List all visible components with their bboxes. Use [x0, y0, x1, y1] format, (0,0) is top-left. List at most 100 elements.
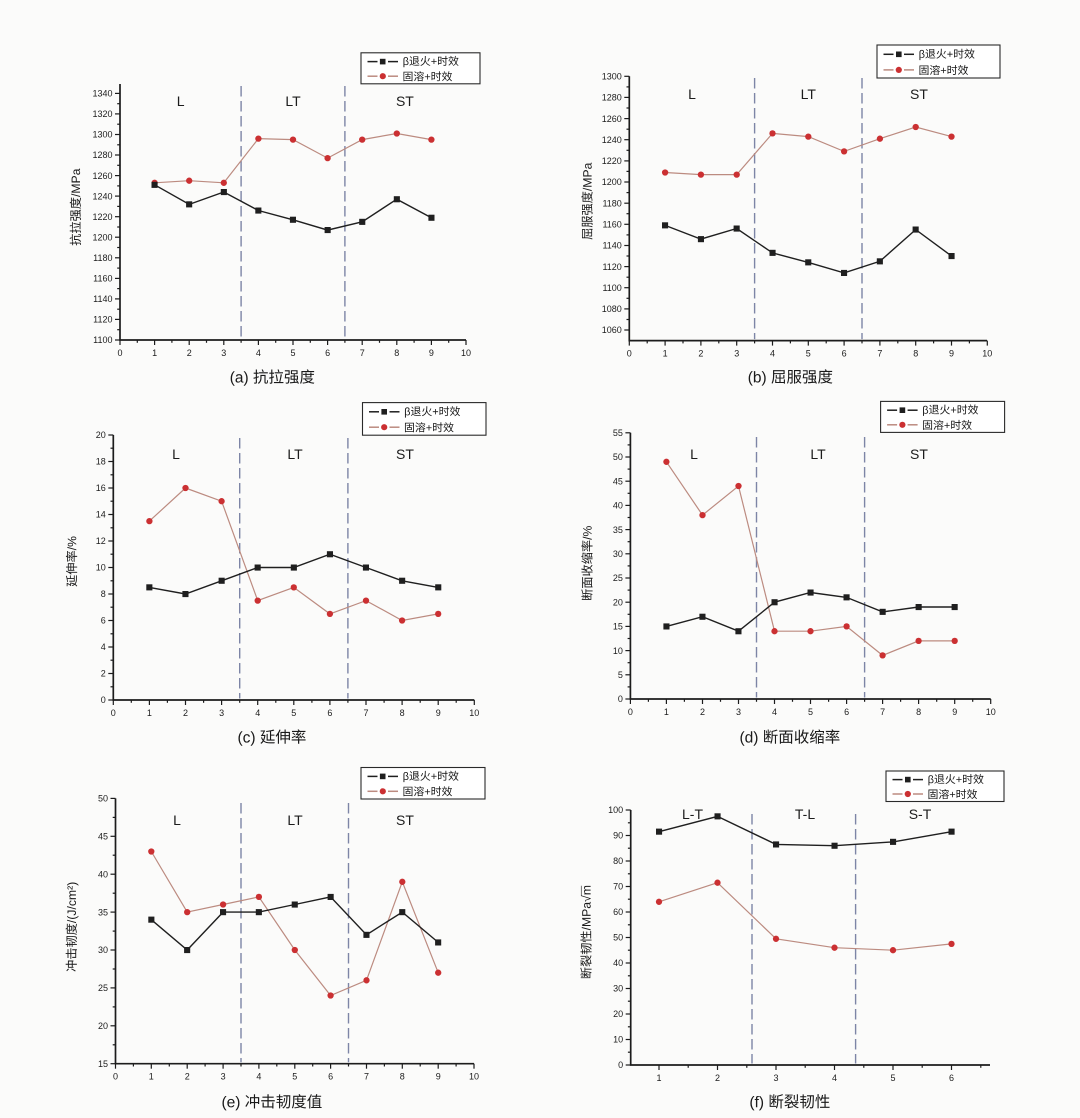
svg-text:10: 10: [986, 707, 996, 717]
svg-text:LT: LT: [801, 86, 817, 102]
svg-text:1200: 1200: [92, 232, 112, 242]
svg-text:L-T: L-T: [682, 806, 703, 822]
svg-text:4: 4: [832, 1073, 837, 1083]
svg-text:5: 5: [292, 1072, 297, 1082]
svg-text:9: 9: [429, 348, 434, 358]
svg-text:10: 10: [96, 563, 106, 573]
svg-text:20: 20: [613, 1009, 623, 1019]
svg-text:0: 0: [101, 695, 106, 705]
svg-text:1300: 1300: [92, 130, 112, 140]
svg-text:5: 5: [806, 349, 811, 359]
svg-text:40: 40: [613, 501, 623, 511]
svg-text:25: 25: [613, 573, 623, 583]
svg-text:ST: ST: [396, 446, 414, 462]
svg-text:6: 6: [949, 1073, 954, 1083]
svg-text:10: 10: [469, 708, 479, 718]
svg-text:8: 8: [101, 589, 106, 599]
svg-text:6: 6: [328, 1072, 333, 1082]
svg-text:70: 70: [613, 882, 623, 892]
svg-text:40: 40: [613, 958, 623, 968]
svg-text:L: L: [177, 93, 185, 109]
svg-text:12: 12: [96, 536, 106, 546]
svg-text:80: 80: [613, 856, 623, 866]
svg-text:8: 8: [916, 707, 921, 717]
svg-text:1: 1: [656, 1073, 661, 1083]
svg-text:LT: LT: [285, 93, 301, 109]
svg-text:1120: 1120: [93, 315, 112, 325]
svg-text:1280: 1280: [602, 93, 622, 103]
svg-text:0: 0: [117, 348, 122, 358]
svg-text:0: 0: [618, 694, 623, 704]
svg-text:1: 1: [147, 708, 152, 718]
svg-text:1: 1: [663, 349, 668, 359]
svg-text:4: 4: [101, 642, 106, 652]
svg-text:10: 10: [613, 646, 623, 656]
svg-text:0: 0: [627, 349, 632, 359]
svg-text:7: 7: [880, 707, 885, 717]
svg-text:1260: 1260: [602, 114, 622, 124]
svg-text:40: 40: [98, 869, 108, 879]
svg-text:2: 2: [187, 348, 192, 358]
svg-text:1140: 1140: [602, 241, 621, 251]
svg-text:50: 50: [613, 933, 623, 943]
svg-text:1120: 1120: [602, 262, 621, 272]
svg-text:1240: 1240: [602, 135, 622, 145]
svg-text:6: 6: [844, 707, 849, 717]
svg-text:2: 2: [700, 707, 705, 717]
svg-text:ST: ST: [396, 812, 414, 828]
svg-text:2: 2: [101, 669, 106, 679]
svg-text:10: 10: [982, 349, 992, 359]
svg-text:20: 20: [613, 597, 623, 607]
svg-text:20: 20: [98, 1021, 108, 1031]
svg-text:6: 6: [842, 349, 847, 359]
svg-text:8: 8: [394, 348, 399, 358]
svg-text:2: 2: [183, 708, 188, 718]
svg-text:1240: 1240: [92, 191, 112, 201]
svg-text:5: 5: [618, 670, 623, 680]
svg-text:50: 50: [613, 452, 623, 462]
svg-text:5: 5: [291, 708, 296, 718]
svg-text:4: 4: [256, 348, 261, 358]
svg-text:1: 1: [152, 348, 157, 358]
svg-text:ST: ST: [396, 93, 414, 109]
svg-text:4: 4: [256, 1072, 261, 1082]
svg-text:60: 60: [613, 907, 623, 917]
svg-text:5: 5: [808, 707, 813, 717]
svg-text:10: 10: [613, 1035, 623, 1045]
svg-text:0: 0: [111, 708, 116, 718]
svg-text:4: 4: [772, 707, 777, 717]
svg-text:45: 45: [98, 832, 108, 842]
svg-text:1100: 1100: [93, 335, 112, 345]
svg-text:10: 10: [469, 1072, 479, 1082]
svg-text:3: 3: [773, 1073, 778, 1083]
svg-text:L: L: [172, 446, 180, 462]
svg-text:ST: ST: [910, 86, 928, 102]
svg-text:30: 30: [613, 984, 623, 994]
svg-text:1180: 1180: [602, 198, 621, 208]
svg-text:3: 3: [221, 348, 226, 358]
svg-text:1320: 1320: [92, 109, 112, 119]
svg-text:9: 9: [436, 708, 441, 718]
svg-text:50: 50: [98, 794, 108, 804]
svg-text:30: 30: [98, 945, 108, 955]
svg-text:9: 9: [949, 349, 954, 359]
svg-text:8: 8: [913, 349, 918, 359]
svg-text:L: L: [173, 812, 181, 828]
svg-text:45: 45: [613, 476, 623, 486]
svg-text:0: 0: [628, 707, 633, 717]
svg-text:6: 6: [101, 616, 106, 626]
svg-text:1: 1: [149, 1072, 154, 1082]
svg-text:4: 4: [770, 349, 775, 359]
svg-text:7: 7: [360, 348, 365, 358]
svg-text:L: L: [688, 86, 696, 102]
svg-text:LT: LT: [287, 812, 303, 828]
svg-text:2: 2: [185, 1072, 190, 1082]
svg-text:1160: 1160: [93, 274, 112, 284]
svg-text:8: 8: [400, 1072, 405, 1082]
svg-text:1280: 1280: [92, 150, 112, 160]
svg-text:1180: 1180: [93, 253, 112, 263]
svg-text:1260: 1260: [92, 171, 112, 181]
svg-text:3: 3: [219, 708, 224, 718]
svg-text:10: 10: [461, 348, 471, 358]
svg-text:T-L: T-L: [795, 806, 815, 822]
